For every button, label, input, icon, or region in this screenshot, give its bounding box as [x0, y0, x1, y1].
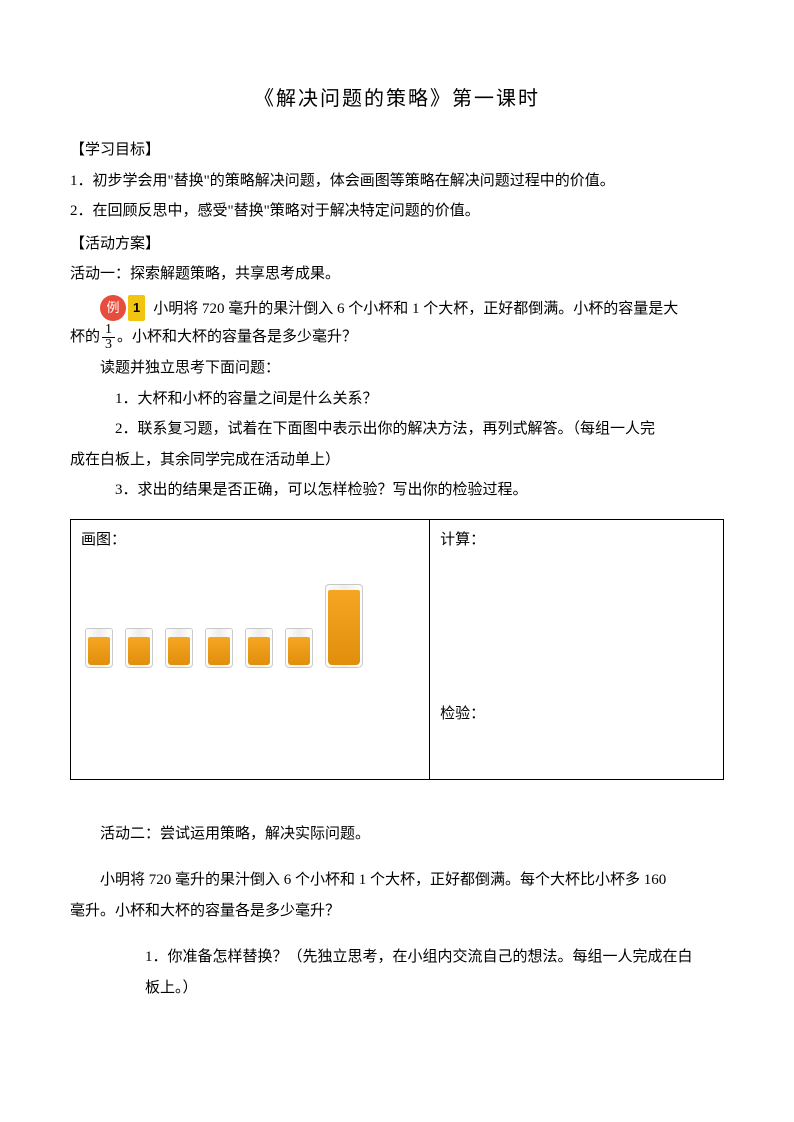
goal-1: 1．初步学会用"替换"的策略解决问题，体会画图等策略在解决问题过程中的价值。	[70, 167, 724, 196]
verify-label: 检验：	[440, 700, 485, 729]
example-line-2-pre: 杯的	[70, 323, 100, 352]
small-cup-icon	[205, 628, 233, 668]
small-cup-icon	[245, 628, 273, 668]
example-line-1: 小明将 720 毫升的果汁倒入 6 个小杯和 1 个大杯，正好都倒满。小杯的容量…	[153, 295, 724, 324]
example-line-2: 杯的 1 3 。小杯和大杯的容量各是多少毫升？	[70, 323, 724, 352]
calc-cell: 计算： 检验：	[430, 519, 724, 779]
activity-2-q1b: 板上。）	[70, 974, 724, 1003]
fraction-numerator: 1	[102, 323, 115, 338]
question-2a: 2．联系复习题，试着在下面图中表示出你的解决方法，再列式解答。（每组一人完	[70, 415, 724, 444]
small-cup-icon	[125, 628, 153, 668]
example-badge-text: 例	[100, 295, 126, 321]
small-cup-icon	[285, 628, 313, 668]
cups-illustration	[85, 584, 419, 668]
think-intro: 读题并独立思考下面问题：	[70, 354, 724, 383]
work-table: 画图： 计算： 检验：	[70, 519, 724, 780]
example-block: 例 1 小明将 720 毫升的果汁倒入 6 个小杯和 1 个大杯，正好都倒满。小…	[70, 295, 724, 324]
activity-2-title: 活动二：尝试运用策略，解决实际问题。	[70, 820, 724, 849]
plan-heading: 【活动方案】	[70, 230, 724, 259]
example-line-2-post: 。小杯和大杯的容量各是多少毫升？	[117, 323, 357, 352]
activity-2-problem-b: 毫升。小杯和大杯的容量各是多少毫升？	[70, 897, 724, 926]
goals-heading: 【学习目标】	[70, 136, 724, 165]
page-title: 《解决问题的策略》第一课时	[70, 80, 724, 118]
fraction-one-third: 1 3	[102, 323, 115, 352]
question-1: 1．大杯和小杯的容量之间是什么关系？	[70, 385, 724, 414]
example-badge: 例 1	[100, 295, 145, 322]
activity-2-problem-a: 小明将 720 毫升的果汁倒入 6 个小杯和 1 个大杯，正好都倒满。每个大杯比…	[70, 866, 724, 895]
calc-label: 计算：	[440, 526, 713, 555]
question-3: 3．求出的结果是否正确，可以怎样检验？写出你的检验过程。	[70, 476, 724, 505]
goal-2: 2．在回顾反思中，感受"替换"策略对于解决特定问题的价值。	[70, 197, 724, 226]
draw-label: 画图：	[81, 526, 419, 555]
small-cup-icon	[165, 628, 193, 668]
example-number: 1	[128, 295, 145, 322]
draw-cell: 画图：	[71, 519, 430, 779]
activity-2-q1a: 1．你准备怎样替换？（先独立思考，在小组内交流自己的想法。每组一人完成在白	[70, 943, 724, 972]
fraction-denominator: 3	[102, 338, 115, 352]
question-2b: 成在白板上，其余同学完成在活动单上）	[70, 446, 724, 475]
large-cup-icon	[325, 584, 363, 668]
activity-1-title: 活动一：探索解题策略，共享思考成果。	[70, 260, 724, 289]
small-cup-icon	[85, 628, 113, 668]
